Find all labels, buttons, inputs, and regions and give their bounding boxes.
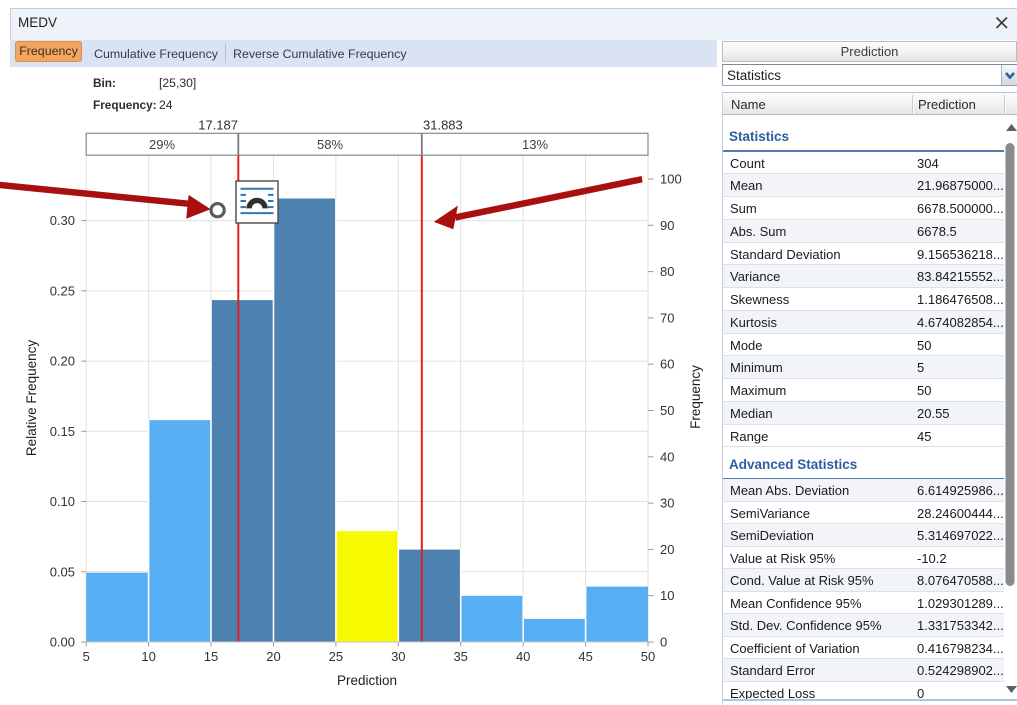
svg-text:35: 35 bbox=[453, 649, 467, 664]
svg-text:45: 45 bbox=[578, 649, 592, 664]
svg-text:0.20: 0.20 bbox=[50, 354, 75, 369]
svg-text:0.05: 0.05 bbox=[50, 564, 75, 579]
svg-text:80: 80 bbox=[660, 264, 674, 279]
svg-text:90: 90 bbox=[660, 218, 674, 233]
svg-text:0.25: 0.25 bbox=[50, 283, 75, 298]
svg-text:20: 20 bbox=[660, 542, 674, 557]
svg-text:29%: 29% bbox=[149, 137, 175, 152]
svg-text:17.187: 17.187 bbox=[198, 118, 238, 133]
svg-text:58%: 58% bbox=[317, 137, 343, 152]
svg-text:Frequency: Frequency bbox=[688, 365, 703, 429]
svg-text:60: 60 bbox=[660, 357, 674, 372]
svg-text:31.883: 31.883 bbox=[423, 118, 463, 133]
svg-text:Relative Frequency: Relative Frequency bbox=[24, 340, 39, 457]
svg-text:50: 50 bbox=[641, 649, 655, 664]
svg-text:Prediction: Prediction bbox=[337, 673, 397, 688]
svg-text:15: 15 bbox=[204, 649, 218, 664]
svg-text:70: 70 bbox=[660, 310, 674, 325]
svg-text:0.00: 0.00 bbox=[50, 635, 75, 650]
svg-text:20: 20 bbox=[266, 649, 280, 664]
svg-text:10: 10 bbox=[141, 649, 155, 664]
svg-text:40: 40 bbox=[516, 649, 530, 664]
svg-text:0.30: 0.30 bbox=[50, 213, 75, 228]
svg-text:0.10: 0.10 bbox=[50, 494, 75, 509]
svg-text:30: 30 bbox=[660, 496, 674, 511]
svg-text:10: 10 bbox=[660, 588, 674, 603]
svg-text:50: 50 bbox=[660, 403, 674, 418]
svg-text:13%: 13% bbox=[522, 137, 548, 152]
svg-text:5: 5 bbox=[83, 649, 90, 664]
svg-text:40: 40 bbox=[660, 449, 674, 464]
svg-text:0.15: 0.15 bbox=[50, 424, 75, 439]
svg-text:30: 30 bbox=[391, 649, 405, 664]
svg-text:0: 0 bbox=[660, 635, 667, 650]
svg-text:25: 25 bbox=[329, 649, 343, 664]
svg-text:100: 100 bbox=[660, 172, 682, 187]
